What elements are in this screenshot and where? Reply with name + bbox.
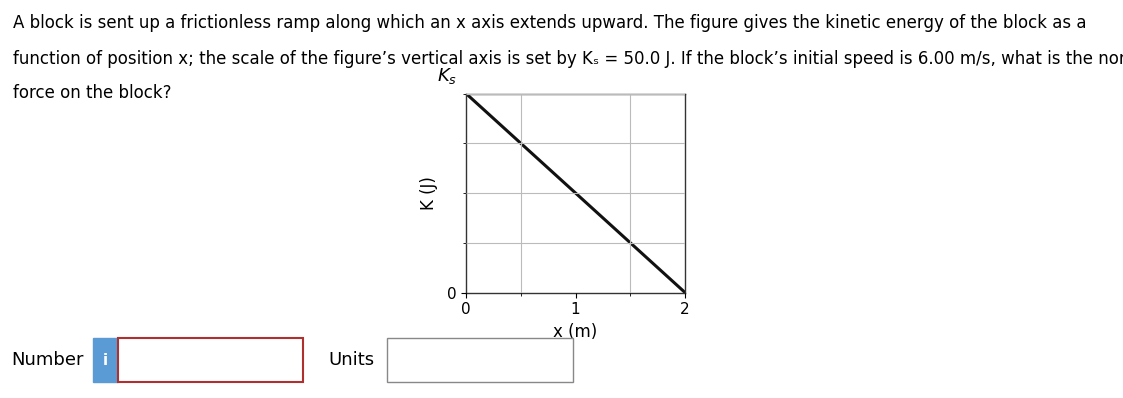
Text: $K_s$: $K_s$: [437, 66, 457, 86]
FancyBboxPatch shape: [387, 338, 573, 382]
Text: A block is sent up a frictionless ramp along which an x axis extends upward. The: A block is sent up a frictionless ramp a…: [13, 14, 1087, 32]
Text: Units: Units: [328, 351, 374, 369]
Text: force on the block?: force on the block?: [13, 84, 172, 101]
Text: function of position x; the scale of the figure’s vertical axis is set by Kₛ = 5: function of position x; the scale of the…: [13, 50, 1123, 68]
FancyBboxPatch shape: [93, 338, 118, 382]
Y-axis label: K (J): K (J): [420, 176, 438, 210]
Text: i: i: [103, 353, 108, 368]
X-axis label: x (m): x (m): [554, 323, 597, 341]
Text: Number: Number: [11, 351, 84, 369]
FancyBboxPatch shape: [118, 338, 303, 382]
